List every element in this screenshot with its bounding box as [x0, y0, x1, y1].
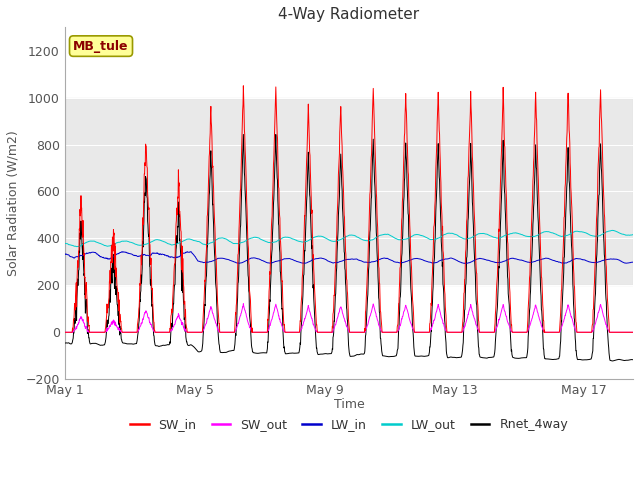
LW_in: [110, 254, 118, 260]
Rnet_4way: [321, 351, 328, 357]
SW_out: [266, 322, 273, 328]
SW_out: [442, 327, 449, 333]
LW_in: [223, 256, 231, 262]
SW_out: [276, 316, 284, 322]
SW_out: [239, 301, 247, 307]
LW_in: [61, 252, 68, 257]
SW_in: [239, 83, 247, 89]
Line: SW_out: SW_out: [65, 304, 633, 332]
Legend: SW_in, SW_out, LW_in, LW_out, Rnet_4way: SW_in, SW_out, LW_in, LW_out, Rnet_4way: [125, 413, 573, 436]
LW_out: [442, 231, 449, 237]
Rnet_4way: [276, 250, 284, 255]
SW_out: [110, 318, 118, 324]
LW_in: [266, 260, 273, 266]
SW_in: [266, 269, 273, 275]
SW_in: [223, 329, 230, 335]
Line: Rnet_4way: Rnet_4way: [65, 134, 633, 361]
SW_in: [276, 216, 284, 221]
LW_in: [276, 258, 284, 264]
SW_out: [223, 329, 230, 335]
LW_in: [442, 256, 449, 262]
LW_out: [61, 240, 68, 246]
LW_out: [73, 244, 81, 250]
Rnet_4way: [266, 297, 273, 303]
Line: SW_in: SW_in: [65, 86, 633, 332]
SW_in: [321, 329, 328, 335]
Rnet_4way: [609, 358, 616, 364]
Rnet_4way: [223, 349, 230, 355]
X-axis label: Time: Time: [333, 398, 364, 411]
Text: MB_tule: MB_tule: [73, 39, 129, 53]
SW_out: [629, 329, 637, 335]
SW_in: [629, 329, 637, 335]
Rnet_4way: [442, 336, 449, 341]
LW_in: [321, 256, 328, 262]
LW_in: [629, 259, 637, 265]
Y-axis label: Solar Radiation (W/m2): Solar Radiation (W/m2): [7, 131, 20, 276]
SW_in: [110, 232, 118, 238]
LW_out: [321, 235, 328, 240]
LW_out: [609, 228, 616, 233]
SW_out: [61, 329, 68, 335]
LW_out: [276, 237, 284, 242]
Rnet_4way: [629, 357, 637, 362]
LW_out: [223, 237, 231, 242]
LW_out: [266, 240, 273, 245]
SW_in: [442, 309, 449, 314]
Line: LW_out: LW_out: [65, 230, 633, 247]
LW_out: [110, 241, 118, 247]
SW_in: [61, 329, 68, 335]
LW_in: [461, 261, 468, 266]
LW_out: [629, 232, 637, 238]
LW_in: [183, 249, 191, 254]
Title: 4-Way Radiometer: 4-Way Radiometer: [278, 7, 419, 22]
Rnet_4way: [61, 340, 68, 346]
Line: LW_in: LW_in: [65, 252, 633, 264]
Rnet_4way: [239, 132, 247, 137]
Bar: [65, 97, 633, 285]
Rnet_4way: [110, 257, 118, 263]
SW_out: [321, 329, 328, 335]
